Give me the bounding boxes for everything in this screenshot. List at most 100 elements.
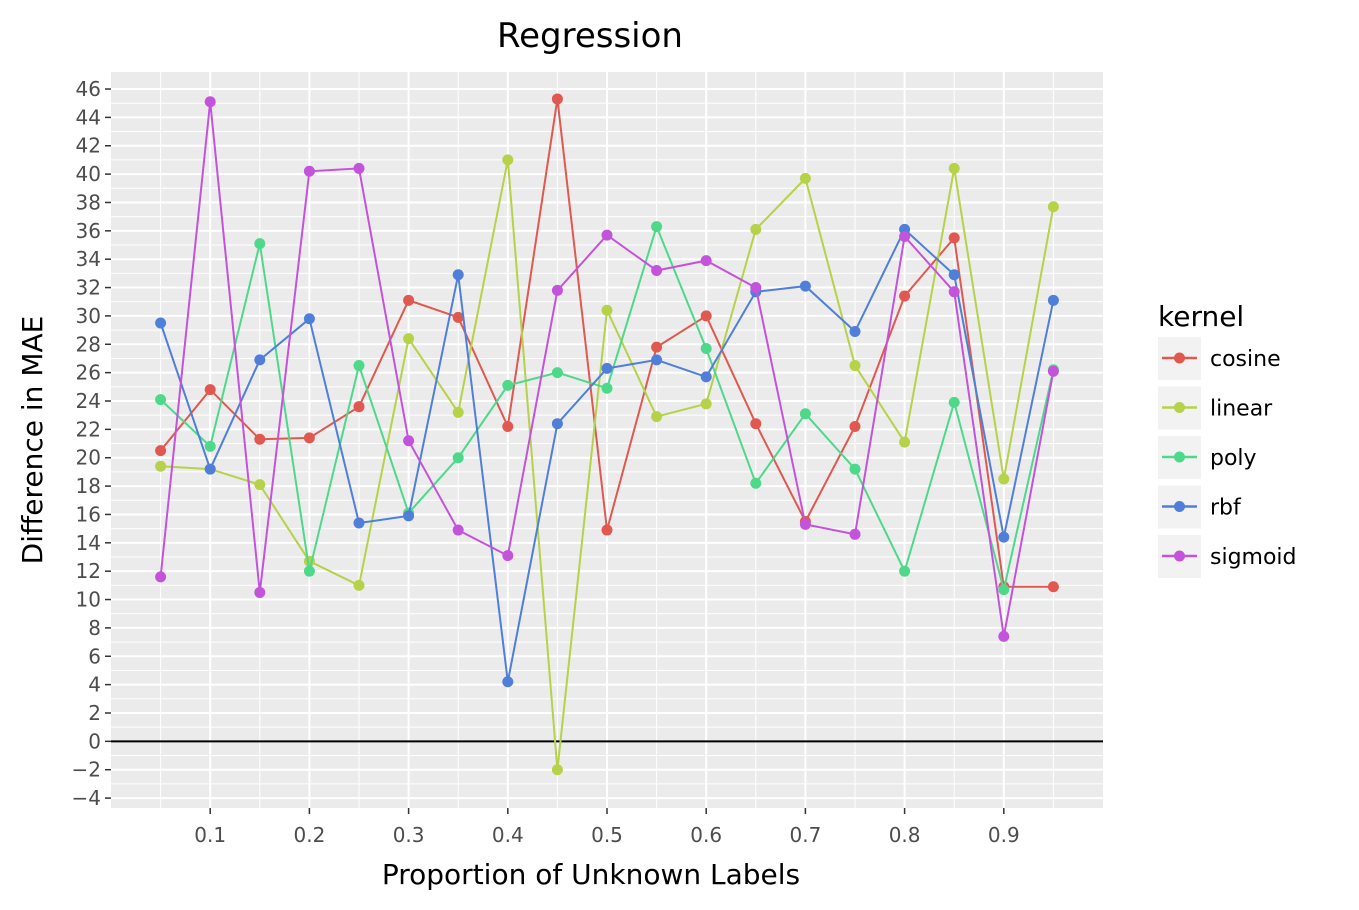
y-axis: −4−2024681012141618202224262830323436384… — [72, 77, 111, 810]
y-tick-label: 10 — [76, 588, 101, 612]
data-point-linear — [601, 304, 613, 316]
legend-label-rbf: rbf — [1210, 496, 1242, 521]
y-tick-label: 24 — [76, 389, 101, 413]
legend-label-linear: linear — [1210, 397, 1273, 422]
data-point-cosine — [452, 311, 464, 323]
series-rbf — [155, 223, 1059, 688]
data-point-rbf — [700, 371, 712, 383]
data-point-rbf — [204, 463, 216, 475]
y-tick-label: 0 — [88, 729, 101, 753]
data-point-poly — [998, 584, 1010, 596]
series-poly — [155, 221, 1059, 596]
legend-label-sigmoid: sigmoid — [1210, 545, 1297, 570]
data-point-cosine — [353, 401, 365, 413]
data-point-rbf — [353, 517, 365, 529]
x-axis: 0.1 0.2 0.3 0.4 0.5 0.6 0.7 0.8 0.9 — [194, 808, 1020, 847]
y-tick-label: 14 — [76, 531, 101, 555]
data-point-cosine — [551, 93, 563, 105]
data-point-linear — [998, 473, 1010, 485]
data-point-rbf — [1047, 294, 1059, 306]
y-tick-label: 20 — [76, 446, 101, 470]
data-point-rbf — [254, 354, 266, 366]
data-point-cosine — [849, 421, 861, 433]
y-tick-label: 12 — [76, 559, 101, 583]
x-tick-label: 0.6 — [690, 823, 722, 847]
y-tick-label: 26 — [76, 361, 101, 385]
data-point-sigmoid — [750, 282, 762, 294]
y-tick-label: 22 — [76, 417, 101, 441]
data-point-poly — [750, 477, 762, 489]
legend-point-rbf — [1174, 501, 1185, 512]
legend-label-poly: poly — [1210, 446, 1257, 471]
legend-point-sigmoid — [1174, 550, 1185, 562]
y-tick-label: 42 — [76, 134, 101, 158]
data-point-rbf — [452, 269, 464, 281]
data-point-sigmoid — [998, 630, 1010, 642]
data-point-sigmoid — [353, 162, 365, 174]
data-point-rbf — [849, 326, 861, 338]
data-point-cosine — [899, 290, 911, 302]
data-point-linear — [403, 333, 415, 345]
y-tick-label: 16 — [76, 502, 101, 526]
data-point-poly — [651, 221, 663, 233]
data-point-linear — [799, 172, 811, 184]
x-tick-label: 0.3 — [393, 823, 425, 847]
y-axis-title: Difference in MAE — [16, 316, 49, 565]
data-point-sigmoid — [601, 229, 613, 241]
data-point-sigmoid — [204, 96, 216, 108]
data-point-poly — [353, 360, 365, 372]
chart-title: Regression — [497, 16, 683, 56]
data-point-sigmoid — [899, 231, 911, 243]
data-point-poly — [849, 463, 861, 475]
y-tick-label: 44 — [76, 105, 101, 129]
data-point-rbf — [551, 418, 563, 430]
data-point-sigmoid — [948, 286, 960, 298]
data-point-sigmoid — [403, 435, 415, 447]
y-tick-label: 40 — [76, 162, 101, 186]
data-point-sigmoid — [700, 255, 712, 267]
x-tick-label: 0.7 — [789, 823, 821, 847]
data-point-linear — [651, 411, 663, 423]
data-point-linear — [254, 479, 266, 491]
series-sigmoid — [155, 96, 1059, 642]
x-axis-title: Proportion of Unknown Labels — [382, 858, 800, 891]
legend-point-linear — [1174, 402, 1185, 413]
data-point-cosine — [502, 421, 514, 433]
data-point-linear — [353, 579, 365, 591]
y-tick-label: 8 — [88, 616, 101, 640]
y-tick-label: 34 — [76, 247, 101, 271]
data-point-rbf — [303, 313, 315, 325]
legend-label-cosine: cosine — [1210, 347, 1281, 372]
data-point-linear — [502, 154, 514, 166]
y-tick-label: 6 — [88, 644, 101, 668]
data-point-sigmoid — [849, 528, 861, 540]
legend-title: kernel — [1158, 300, 1244, 333]
data-point-sigmoid — [799, 518, 811, 530]
x-tick-label: 0.5 — [591, 823, 623, 847]
data-point-cosine — [403, 294, 415, 306]
y-tick-label: −2 — [72, 758, 101, 782]
data-point-rbf — [601, 362, 613, 374]
y-tick-label: 38 — [76, 190, 101, 214]
legend-point-poly — [1174, 451, 1185, 463]
x-tick-label: 0.4 — [492, 823, 524, 847]
y-tick-label: 4 — [88, 673, 101, 697]
data-point-poly — [799, 408, 811, 420]
data-point-linear — [452, 406, 464, 418]
y-tick-label: 36 — [76, 219, 101, 243]
data-point-rbf — [799, 280, 811, 292]
data-point-cosine — [750, 418, 762, 430]
data-point-poly — [254, 238, 266, 250]
y-tick-label: 28 — [76, 332, 101, 356]
data-point-linear — [700, 398, 712, 410]
y-tick-label: 46 — [76, 77, 101, 101]
y-tick-label: 30 — [76, 304, 101, 328]
y-tick-label: 2 — [88, 701, 101, 725]
data-point-poly — [204, 440, 216, 452]
data-point-sigmoid — [651, 265, 663, 277]
data-point-linear — [551, 764, 563, 776]
data-point-linear — [899, 436, 911, 448]
data-point-poly — [452, 452, 464, 464]
data-point-rbf — [155, 317, 167, 329]
